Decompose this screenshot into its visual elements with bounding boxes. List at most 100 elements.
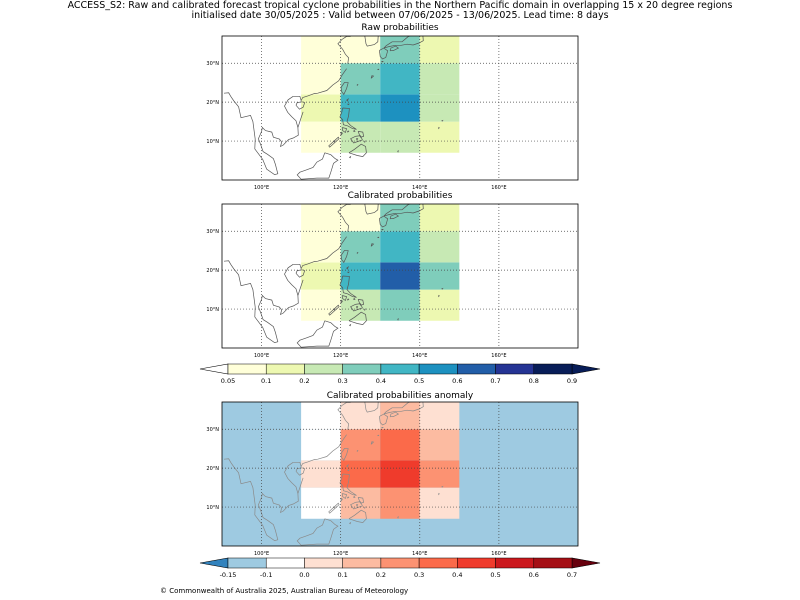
coastline	[284, 462, 299, 494]
y-tick-label: 20°N	[206, 100, 219, 106]
coastline	[379, 215, 389, 228]
coastline	[364, 204, 379, 215]
coastline	[349, 521, 352, 525]
heat-cell	[419, 231, 460, 263]
heat-cell	[380, 63, 420, 95]
coastline	[223, 260, 304, 343]
coastline	[340, 249, 349, 264]
heat-cell	[340, 204, 381, 232]
coastline	[357, 131, 365, 138]
colorbar-tick-label: -0.15	[220, 571, 237, 579]
coastline	[364, 140, 366, 144]
colorbar-tick-label: 0.5	[490, 571, 500, 579]
coastline	[356, 306, 359, 309]
coastline	[347, 469, 350, 472]
colorbar-tick-label: 0.8	[529, 377, 539, 385]
colorbar-tick-label: 0.6	[452, 377, 462, 385]
coastline	[348, 509, 367, 523]
colorbar-segment	[304, 363, 343, 375]
copyright-notice: © Commonwealth of Australia 2025, Austra…	[160, 587, 409, 595]
heat-cell	[419, 63, 460, 95]
colorbar-tick-label: 0.2	[299, 377, 309, 385]
heat-cell	[380, 204, 420, 232]
coastline	[379, 47, 389, 60]
coastline	[377, 68, 380, 71]
colorbar-tick-label: 0.4	[376, 377, 386, 385]
coastline	[347, 130, 350, 133]
y-tick-label: 10°N	[206, 505, 219, 511]
coastline	[333, 308, 336, 311]
coastline	[441, 485, 444, 488]
anomaly-map-title: Calibrated probabilities anomaly	[326, 391, 474, 401]
colorbar-segment	[457, 363, 496, 375]
coastline	[353, 496, 356, 498]
heat-cell	[380, 94, 420, 122]
map-frame	[221, 35, 579, 181]
coastline	[296, 518, 339, 546]
coastline	[341, 493, 348, 500]
coastline	[397, 318, 399, 321]
heat-cell	[380, 487, 420, 519]
coastline	[357, 497, 365, 504]
coastline	[364, 506, 366, 510]
coastline	[349, 155, 352, 159]
x-tick-label: 140°E	[412, 551, 427, 557]
coastline	[441, 287, 444, 290]
coastline	[377, 236, 380, 239]
x-tick-label: 160°E	[491, 551, 506, 557]
colorbar-segment	[265, 557, 305, 569]
heat-cell	[419, 460, 460, 488]
heat-cell	[419, 36, 460, 64]
colorbar-segment	[304, 557, 343, 569]
coastline	[350, 303, 363, 312]
heat-cell	[301, 121, 341, 153]
coastline	[389, 45, 400, 52]
colorbar-tick-label: 0.2	[376, 571, 386, 579]
heat-cell	[380, 262, 420, 290]
map-panel-2: 100°E 120°E 140°E 160°E 10°N 20°N 30°N	[206, 203, 579, 359]
colorbar-tick-label: 0.05	[221, 377, 235, 385]
coastline	[296, 152, 339, 180]
heat-cell	[419, 121, 460, 153]
heat-cell	[301, 402, 341, 430]
coastline	[353, 130, 356, 132]
coastline	[333, 140, 336, 143]
coastline	[340, 133, 344, 136]
heat-cell	[380, 36, 420, 64]
coastlines	[223, 204, 444, 348]
coastline	[350, 501, 363, 510]
coastline	[339, 107, 357, 130]
coastline	[340, 81, 349, 96]
colorbar-segment	[342, 557, 382, 569]
heat-cell	[380, 402, 420, 430]
coastline	[438, 492, 440, 496]
heat-cell	[340, 429, 381, 461]
coastline	[364, 402, 379, 413]
coastline	[347, 496, 350, 499]
colorbar-under-arrow	[199, 557, 229, 569]
colorbar-tick-label: 0.1	[337, 571, 347, 579]
heat-cell	[301, 63, 341, 95]
colorbar-over-arrow	[571, 363, 601, 375]
heat-cell	[419, 429, 460, 461]
map-frame	[221, 401, 579, 547]
y-tick-label: 30°N	[206, 61, 219, 67]
coastline	[295, 467, 306, 476]
figure-title-line-2: initialised date 30/05/2025 : Valid betw…	[191, 10, 609, 21]
heat-cell	[380, 429, 420, 461]
coastline	[383, 36, 424, 49]
heat-cell	[419, 94, 460, 122]
heat-cell	[301, 94, 341, 122]
probability-cells	[301, 204, 460, 321]
heat-cell	[419, 289, 460, 321]
x-tick-label: 160°E	[491, 353, 506, 359]
coastline	[349, 323, 352, 327]
coastline	[293, 68, 347, 102]
y-tick-label: 10°N	[206, 139, 219, 145]
coastline	[350, 135, 363, 144]
coastline	[357, 299, 365, 306]
colorbar-tick-label: 0.3	[414, 571, 424, 579]
coastline	[223, 92, 304, 175]
calibrated-map-title: Calibrated probabilities	[347, 191, 453, 201]
coastlines	[223, 402, 444, 546]
